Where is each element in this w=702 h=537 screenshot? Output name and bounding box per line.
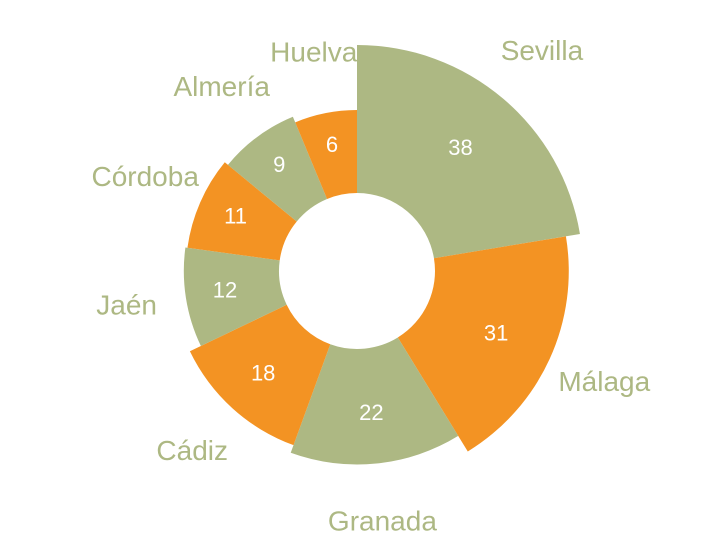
donut-segment bbox=[227, 116, 328, 222]
category-label: Cádiz bbox=[156, 435, 228, 466]
category-label: Jaén bbox=[96, 290, 157, 321]
donut-segment bbox=[290, 337, 459, 465]
value-label: 38 bbox=[448, 135, 472, 160]
category-label: Sevilla bbox=[501, 35, 584, 66]
category-label: Huelva bbox=[270, 37, 358, 68]
donut-segment bbox=[295, 110, 357, 199]
donut-segment bbox=[183, 247, 287, 346]
category-label: Granada bbox=[328, 506, 437, 532]
category-label: Málaga bbox=[558, 366, 650, 397]
category-label: Almería bbox=[173, 71, 270, 102]
value-label: 22 bbox=[359, 400, 383, 425]
value-label: 31 bbox=[484, 320, 508, 345]
donut-segment bbox=[397, 236, 569, 452]
value-label: 9 bbox=[273, 152, 285, 177]
value-label: 12 bbox=[213, 278, 237, 303]
donut-segment bbox=[357, 45, 580, 259]
donut-segment bbox=[189, 304, 331, 446]
value-label: 18 bbox=[251, 360, 275, 385]
donut-segment bbox=[187, 162, 297, 261]
value-label: 11 bbox=[224, 204, 247, 229]
value-label: 6 bbox=[326, 132, 338, 157]
category-label: Córdoba bbox=[91, 161, 199, 192]
